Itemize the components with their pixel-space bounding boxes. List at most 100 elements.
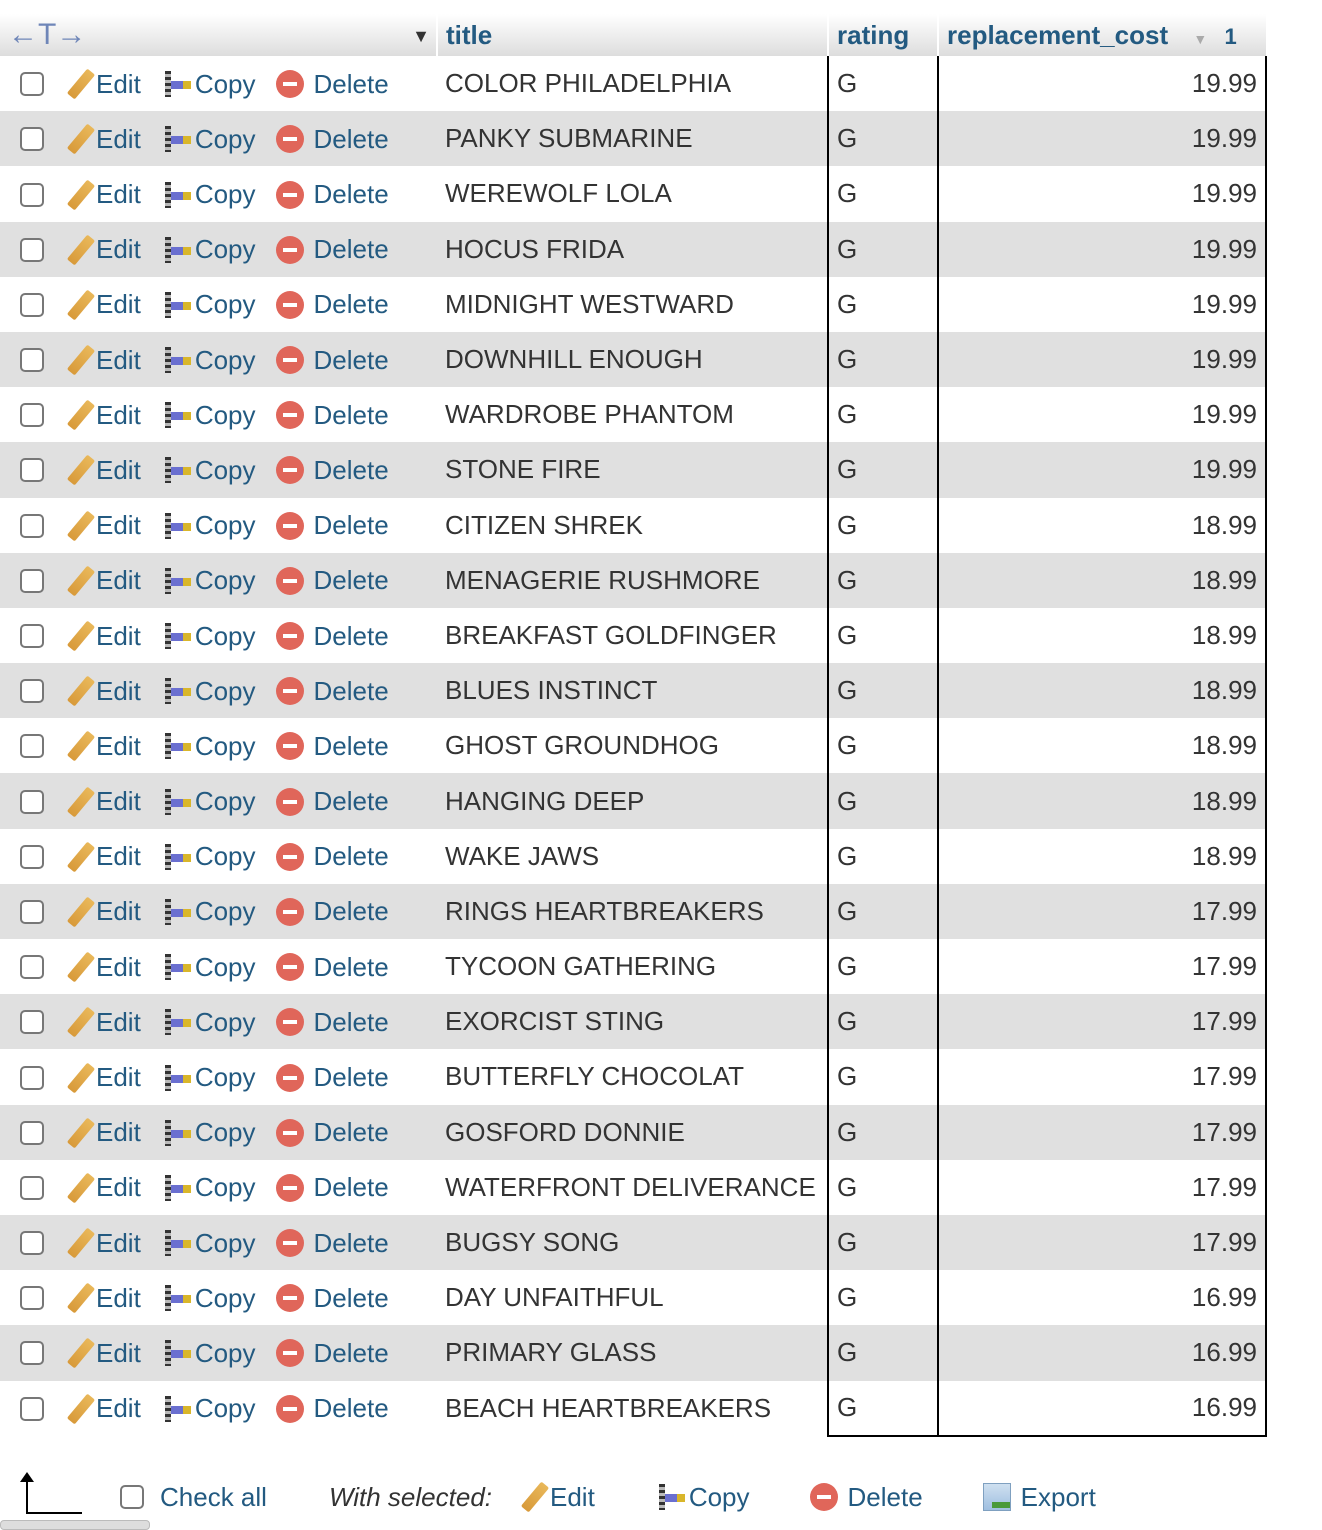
copy-button[interactable]: Copy xyxy=(161,179,256,210)
delete-button[interactable]: Delete xyxy=(275,1393,389,1424)
edit-button[interactable]: Edit xyxy=(66,179,141,211)
row-checkbox[interactable] xyxy=(20,568,44,593)
edit-button[interactable]: Edit xyxy=(66,896,141,928)
copy-button[interactable]: Copy xyxy=(161,1283,256,1314)
cell-rating[interactable]: G xyxy=(827,111,939,167)
row-checkbox[interactable] xyxy=(20,1175,44,1200)
cell-replacement-cost[interactable]: 18.99 xyxy=(938,828,1267,884)
delete-button[interactable]: Delete xyxy=(275,565,389,596)
delete-button[interactable]: Delete xyxy=(275,400,389,431)
copy-button[interactable]: Copy xyxy=(161,1338,256,1369)
cell-title[interactable]: GOSFORD DONNIE xyxy=(437,1104,828,1160)
copy-button[interactable]: Copy xyxy=(161,621,256,652)
cell-replacement-cost[interactable]: 16.99 xyxy=(938,1380,1267,1437)
copy-button[interactable]: Copy xyxy=(161,1007,256,1038)
cell-title[interactable]: EXORCIST STING xyxy=(437,994,828,1050)
row-checkbox[interactable] xyxy=(20,789,44,814)
row-checkbox[interactable] xyxy=(20,182,44,207)
cell-rating[interactable]: G xyxy=(827,56,939,112)
copy-button[interactable]: Copy xyxy=(161,455,256,486)
delete-button[interactable]: Delete xyxy=(275,676,389,707)
cell-rating[interactable]: G xyxy=(827,607,939,664)
cell-title[interactable]: STONE FIRE xyxy=(437,442,828,498)
copy-button[interactable]: Copy xyxy=(161,1393,256,1424)
cell-rating[interactable]: G xyxy=(827,1104,939,1160)
copy-button[interactable]: Copy xyxy=(161,234,256,265)
cell-title[interactable]: HOCUS FRIDA xyxy=(437,221,828,277)
row-checkbox[interactable] xyxy=(20,72,44,97)
edit-button[interactable]: Edit xyxy=(66,1117,141,1149)
cell-title[interactable]: DOWNHILL ENOUGH xyxy=(437,331,828,388)
cell-replacement-cost[interactable]: 17.99 xyxy=(938,1159,1267,1215)
cell-replacement-cost[interactable]: 17.99 xyxy=(938,939,1267,995)
copy-button[interactable]: Copy xyxy=(161,786,256,817)
cell-title[interactable]: WARDROBE PHANTOM xyxy=(437,387,828,443)
cell-replacement-cost[interactable]: 17.99 xyxy=(938,1049,1267,1105)
copy-button[interactable]: Copy xyxy=(161,1062,256,1093)
cell-title[interactable]: DAY UNFAITHFUL xyxy=(437,1270,828,1326)
cell-title[interactable]: PANKY SUBMARINE xyxy=(437,111,828,167)
bulk-delete-button[interactable]: Delete xyxy=(809,1482,923,1513)
cell-rating[interactable]: G xyxy=(827,166,939,222)
column-width-icon[interactable]: ←T→ xyxy=(8,18,87,51)
cell-rating[interactable]: G xyxy=(827,1049,939,1105)
copy-button[interactable]: Copy xyxy=(161,952,256,983)
delete-button[interactable]: Delete xyxy=(275,1007,389,1038)
edit-button[interactable]: Edit xyxy=(66,1006,141,1038)
options-dropdown-icon[interactable]: ▼ xyxy=(412,26,430,46)
cell-rating[interactable]: G xyxy=(827,1214,939,1271)
edit-button[interactable]: Edit xyxy=(66,1337,141,1369)
cell-rating[interactable]: G xyxy=(827,552,939,608)
cell-replacement-cost[interactable]: 19.99 xyxy=(938,387,1267,443)
delete-button[interactable]: Delete xyxy=(275,731,389,762)
cell-rating[interactable]: G xyxy=(827,1325,939,1381)
edit-button[interactable]: Edit xyxy=(66,68,141,100)
cell-rating[interactable]: G xyxy=(827,276,939,332)
bulk-export-button[interactable]: Export xyxy=(982,1482,1096,1513)
cell-title[interactable]: MIDNIGHT WESTWARD xyxy=(437,276,828,332)
row-checkbox[interactable] xyxy=(20,844,44,869)
cell-replacement-cost[interactable]: 19.99 xyxy=(938,276,1267,332)
edit-button[interactable]: Edit xyxy=(66,399,141,431)
cell-rating[interactable]: G xyxy=(827,663,939,719)
cell-title[interactable]: BEACH HEARTBREAKERS xyxy=(437,1380,828,1436)
delete-button[interactable]: Delete xyxy=(275,621,389,652)
row-checkbox[interactable] xyxy=(20,1231,44,1256)
cell-replacement-cost[interactable]: 19.99 xyxy=(938,111,1267,167)
copy-button[interactable]: Copy xyxy=(161,1172,256,1203)
delete-button[interactable]: Delete xyxy=(275,1338,389,1369)
delete-button[interactable]: Delete xyxy=(275,841,389,872)
delete-button[interactable]: Delete xyxy=(275,1062,389,1093)
edit-button[interactable]: Edit xyxy=(66,675,141,707)
row-checkbox[interactable] xyxy=(20,1065,44,1090)
copy-button[interactable]: Copy xyxy=(161,896,256,927)
row-checkbox[interactable] xyxy=(20,292,44,317)
bulk-edit-button[interactable]: Edit xyxy=(520,1481,595,1513)
row-checkbox[interactable] xyxy=(20,1010,44,1035)
cell-rating[interactable]: G xyxy=(827,883,939,939)
edit-button[interactable]: Edit xyxy=(66,786,141,818)
copy-button[interactable]: Copy xyxy=(161,565,256,596)
cell-replacement-cost[interactable]: 18.99 xyxy=(938,607,1267,664)
edit-button[interactable]: Edit xyxy=(66,234,141,266)
horizontal-scrollbar[interactable] xyxy=(0,1520,150,1530)
row-checkbox[interactable] xyxy=(20,237,44,262)
copy-button[interactable]: Copy xyxy=(161,1117,256,1148)
cell-rating[interactable]: G xyxy=(827,221,939,277)
cell-title[interactable]: PRIMARY GLASS xyxy=(437,1325,828,1381)
row-checkbox[interactable] xyxy=(20,1120,44,1145)
cell-title[interactable]: CITIZEN SHREK xyxy=(437,497,828,553)
delete-button[interactable]: Delete xyxy=(275,289,389,320)
row-checkbox[interactable] xyxy=(20,403,44,428)
cell-replacement-cost[interactable]: 18.99 xyxy=(938,718,1267,774)
column-header-replacement-cost[interactable]: replacement_cost ▼ 1 xyxy=(937,14,1266,56)
row-checkbox[interactable] xyxy=(20,1341,44,1366)
row-checkbox[interactable] xyxy=(20,955,44,980)
row-checkbox[interactable] xyxy=(20,734,44,759)
copy-button[interactable]: Copy xyxy=(161,731,256,762)
cell-title[interactable]: TYCOON GATHERING xyxy=(437,939,828,995)
cell-title[interactable]: WAKE JAWS xyxy=(437,828,828,884)
cell-replacement-cost[interactable]: 17.99 xyxy=(938,1104,1267,1160)
edit-button[interactable]: Edit xyxy=(66,1282,141,1314)
copy-button[interactable]: Copy xyxy=(161,345,256,376)
